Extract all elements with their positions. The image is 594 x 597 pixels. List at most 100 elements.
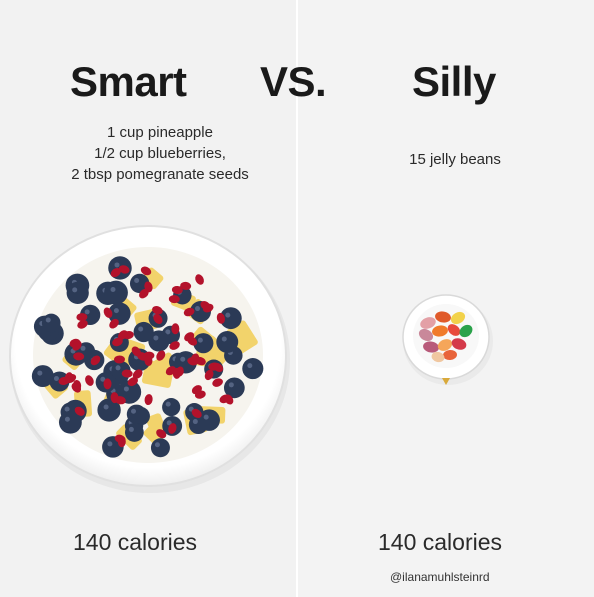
blueberry-highlight — [130, 408, 136, 414]
blueberry — [133, 321, 154, 343]
blueberry — [193, 333, 214, 354]
pomegranate-seed — [74, 406, 85, 416]
blueberry-highlight — [165, 329, 171, 335]
blueberry — [198, 409, 220, 431]
pomegranate-seed — [183, 307, 195, 317]
pomegranate-seed — [212, 378, 223, 387]
blueberry-highlight — [197, 337, 203, 343]
blueberry-highlight — [100, 376, 106, 382]
blueberry-highlight — [225, 312, 231, 318]
smart-description: 1 cup pineapple 1/2 cup blueberries, 2 t… — [40, 122, 280, 185]
pomegranate-seed — [127, 377, 138, 387]
blueberry-highlight — [203, 414, 209, 420]
gold-rim-accent — [442, 378, 450, 385]
pomegranate-seed — [118, 330, 128, 340]
pomegranate-seed — [168, 295, 180, 304]
pomegranate-seed — [144, 355, 153, 366]
blueberry-highlight — [37, 370, 43, 376]
pomegranate-seed — [139, 288, 149, 299]
pomegranate-seed — [90, 355, 101, 366]
blueberry-highlight — [107, 441, 113, 447]
blueberry-highlight — [166, 420, 172, 426]
pomegranate-seed — [156, 350, 166, 361]
pomegranate-seed — [204, 369, 214, 381]
fruit-cluster — [31, 256, 264, 458]
pomegranate-seed — [169, 341, 180, 350]
blueberry — [126, 404, 147, 424]
pomegranate-seed — [140, 266, 152, 276]
pomegranate-seed — [77, 319, 88, 329]
pomegranate-seed — [117, 436, 126, 448]
blueberry-highlight — [165, 401, 171, 407]
blueberry-highlight — [103, 404, 109, 410]
blueberry-highlight — [192, 419, 198, 425]
blueberry-highlight — [115, 365, 121, 371]
blueberry — [104, 280, 128, 305]
pomegranate-seed — [103, 378, 112, 390]
pomegranate-seed — [180, 281, 192, 290]
pomegranate-seed — [195, 274, 204, 285]
blueberry-highlight — [113, 308, 119, 314]
blueberry — [216, 331, 239, 353]
silly-title: Silly — [412, 58, 496, 105]
pomegranate-seed — [172, 367, 181, 379]
description-line: 1/2 cup blueberries, — [94, 145, 226, 162]
pomegranate-seed — [187, 357, 199, 366]
pomegranate-seed — [121, 369, 133, 378]
blueberry-highlight — [221, 336, 227, 342]
pomegranate-seed — [113, 355, 125, 364]
silly-description: 15 jelly beans — [360, 149, 550, 170]
blueberry — [129, 273, 150, 294]
blueberry — [150, 438, 170, 458]
jelly-bean-dish-photo — [402, 294, 493, 385]
blueberry-highlight — [114, 262, 120, 268]
description-line: 15 jelly beans — [409, 151, 501, 168]
blueberry-highlight — [134, 277, 140, 283]
description-line: 1 cup pineapple — [107, 124, 213, 141]
smart-calories: 140 calories — [73, 529, 198, 555]
pomegranate-seed — [224, 394, 234, 405]
blueberry-highlight — [72, 287, 78, 293]
blueberry — [31, 365, 54, 388]
pomegranate-seed — [73, 352, 85, 361]
fruit-bowl-photo — [9, 225, 290, 493]
pomegranate-seed — [171, 323, 180, 335]
pomegranate-seed — [85, 375, 94, 386]
blueberry-highlight — [80, 345, 86, 351]
pomegranate-seed — [131, 346, 141, 357]
pomegranate-seed — [213, 362, 224, 373]
pomegranate-seed — [112, 337, 123, 347]
blueberry — [58, 410, 82, 434]
pomegranate-seed — [152, 306, 163, 315]
pomegranate-seed — [109, 318, 119, 329]
pomegranate-seed — [187, 336, 198, 346]
blueberry-highlight — [64, 406, 70, 412]
blueberry-highlight — [84, 309, 90, 315]
blueberry-highlight — [154, 442, 160, 448]
pomegranate-seed — [72, 340, 82, 351]
blueberry — [124, 423, 144, 442]
pomegranate-seed — [171, 285, 183, 295]
pomegranate-seed — [168, 423, 177, 434]
pomegranate-seed — [156, 429, 167, 439]
pomegranate-seed — [216, 312, 225, 324]
blueberry-highlight — [45, 317, 51, 323]
blueberry-highlight — [138, 326, 144, 332]
pomegranate-seed — [110, 392, 119, 404]
blueberry — [223, 377, 245, 399]
pomegranate-seed — [194, 390, 206, 399]
silly-calories: 140 calories — [378, 529, 503, 555]
pineapple-chunk — [226, 320, 258, 354]
pomegranate-seed — [132, 369, 143, 379]
blueberry-highlight — [128, 426, 134, 432]
panel-divider — [296, 0, 298, 597]
pomegranate-seed — [153, 313, 163, 325]
smart-title: Smart — [70, 58, 187, 105]
pomegranate-seed — [103, 307, 113, 318]
pomegranate-seed — [71, 382, 82, 393]
pomegranate-seed — [65, 374, 77, 383]
blueberry-highlight — [153, 335, 159, 341]
vs-label: VS. — [260, 58, 327, 105]
author-credit: @ilanamuhlsteinrd — [390, 570, 490, 584]
description-line: 2 tbsp pomegranate seeds — [71, 166, 249, 183]
